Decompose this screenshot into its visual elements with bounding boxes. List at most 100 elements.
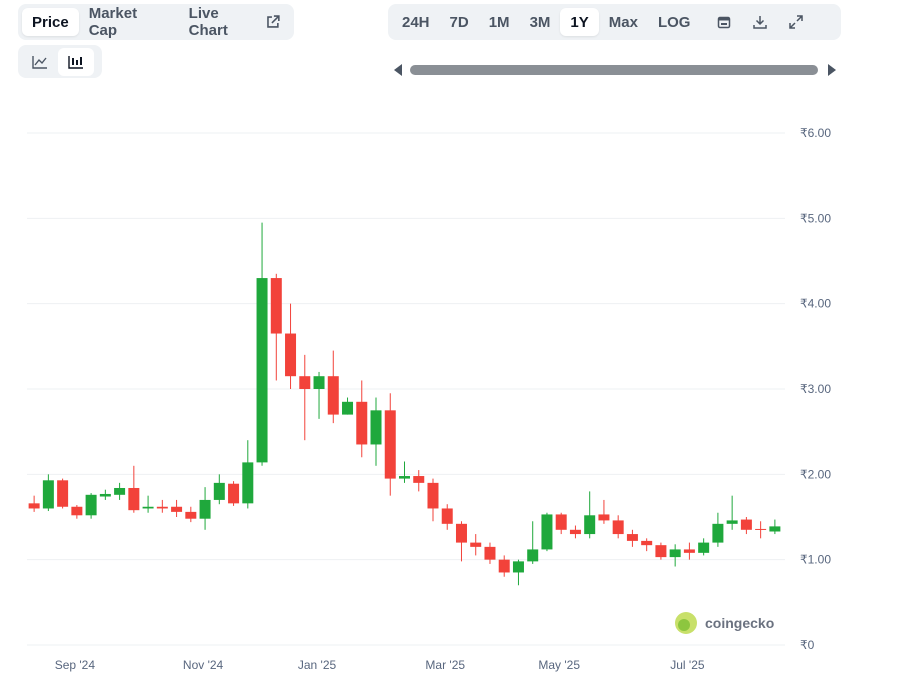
candle[interactable] [242,440,254,509]
range-button[interactable]: 24H [402,13,430,31]
candle[interactable] [712,512,724,547]
range-button[interactable]: 1Y [560,8,599,36]
candle[interactable] [683,542,695,560]
candle[interactable] [755,521,767,539]
candle[interactable] [669,544,681,567]
candle[interactable] [427,478,439,522]
candle-body [427,482,439,509]
y-tick-label: ₹4.00 [800,297,831,311]
tab[interactable]: Market Cap [88,5,138,39]
candle[interactable] [313,371,325,419]
candle-body [270,278,282,334]
candle[interactable] [99,489,111,500]
line-style-button[interactable] [22,48,58,76]
candle[interactable] [441,504,453,530]
candle[interactable] [598,499,610,524]
candle-body [299,376,311,389]
candle[interactable] [555,512,567,535]
tab[interactable]: Price [22,8,79,36]
range-button[interactable]: LOG [657,13,691,31]
candle-body [384,410,396,479]
x-tick-label: Nov '24 [183,658,224,672]
candle[interactable] [270,273,282,381]
candle[interactable] [569,525,581,539]
tab[interactable]: Live Chart [179,5,290,39]
range-button[interactable]: 7D [449,13,469,31]
candle[interactable] [228,481,240,506]
candle[interactable] [285,303,297,389]
candle-body [57,480,69,507]
candle-body [228,483,240,504]
candle[interactable] [327,350,339,424]
candle[interactable] [698,538,710,556]
watermark-logo-inner [678,619,690,631]
fullscreen-icon [789,15,804,29]
tab-label: Live Chart [188,5,228,39]
candle[interactable] [213,474,225,505]
candle-body [285,333,297,377]
range-button[interactable]: 3M [529,13,551,31]
candle[interactable] [342,397,354,415]
y-tick-label: ₹3.00 [800,382,831,396]
candle[interactable] [85,493,97,519]
candle[interactable] [128,465,140,513]
candle[interactable] [42,474,54,512]
fullscreen-button[interactable] [778,8,814,36]
y-tick-label: ₹0 [800,638,815,652]
candle[interactable] [527,521,539,564]
candle[interactable] [641,538,653,552]
range-button[interactable]: Max [608,13,638,31]
candle[interactable] [726,495,738,530]
candle[interactable] [28,495,40,512]
candle[interactable] [484,542,496,564]
x-tick-label: Sep '24 [55,658,96,672]
calendar-button[interactable] [706,8,742,36]
candle[interactable] [399,461,410,483]
download-button[interactable] [742,8,778,36]
scrollbar-thumb[interactable] [410,65,818,75]
candle[interactable] [156,499,168,513]
candle[interactable] [114,482,126,500]
candle[interactable] [512,559,524,586]
y-tick-label: ₹5.00 [800,211,831,225]
candle-body [740,519,752,530]
candle-body [755,528,767,530]
candle[interactable] [740,517,752,535]
candle[interactable] [626,529,638,547]
candle[interactable] [470,534,482,556]
candle[interactable] [541,512,553,552]
candle-body [242,462,254,504]
candle-body [683,549,695,553]
candle[interactable] [455,521,467,562]
candle-body [256,278,268,463]
candle-body [327,376,339,415]
candle[interactable] [384,393,396,496]
candle-body [769,526,781,532]
candle[interactable] [299,354,311,441]
candle[interactable] [356,380,368,458]
candle[interactable] [171,499,183,517]
scroll-right[interactable] [828,64,836,76]
candle[interactable] [769,519,781,535]
candle[interactable] [199,487,211,530]
candle[interactable] [584,491,596,539]
candle[interactable] [498,555,510,577]
candle[interactable] [413,470,425,492]
candle[interactable] [57,478,69,509]
candle-body [655,545,667,558]
candle[interactable] [256,222,268,466]
candle[interactable] [185,506,197,523]
candle-body [512,561,524,573]
scroll-left[interactable] [394,64,402,76]
candle[interactable] [370,397,382,466]
chart-style-group [18,45,102,78]
candle-style-button[interactable] [58,47,94,76]
candle[interactable] [142,495,154,513]
watermark-text: coingecko [705,615,774,631]
candle[interactable] [612,515,624,539]
candle[interactable] [71,505,83,519]
candle[interactable] [655,542,667,560]
y-tick-label: ₹6.00 [800,126,831,140]
range-button[interactable]: 1M [488,13,510,31]
